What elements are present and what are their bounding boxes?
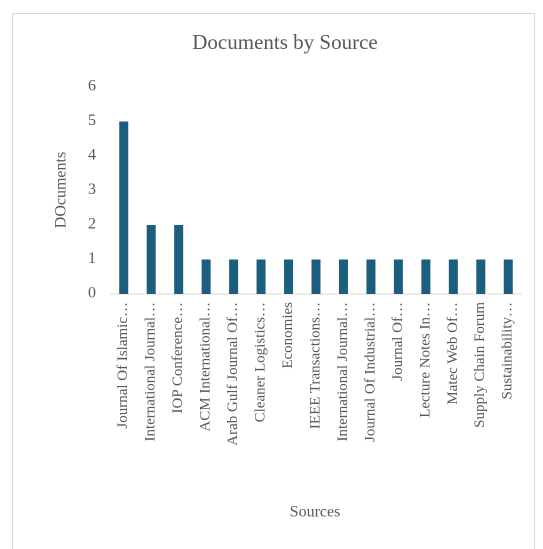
y-tick-label: 0 [88, 285, 96, 302]
bar [146, 225, 156, 294]
bar [119, 121, 129, 294]
bar [366, 259, 376, 294]
x-tick-label: International Journal… [143, 302, 159, 442]
x-axis-label: Sources [290, 504, 341, 521]
bar [338, 259, 348, 294]
x-tick-label: Lecture Notes In… [417, 302, 433, 418]
bar [448, 259, 458, 294]
x-tick-label: International Journal… [335, 302, 351, 442]
x-tick-label: Arab Gulf Journal Of… [225, 302, 241, 446]
x-tick-label: ACM International… [198, 302, 214, 432]
chart-title: Documents by Source [192, 30, 377, 54]
chart-frame [12, 13, 535, 549]
x-tick-label: Journal Of Islamic… [115, 302, 131, 429]
bar [256, 259, 266, 294]
y-tick-label: 3 [88, 181, 96, 198]
y-tick-label: 4 [88, 147, 96, 164]
x-tick-label: Supply Chain Forum [472, 302, 488, 428]
bar [476, 259, 486, 294]
x-tick-label: Matec Web Of… [445, 302, 461, 405]
x-tick-label: Sustainability… [500, 302, 516, 400]
x-tick-label: Journal Of… [390, 302, 406, 381]
x-tick-label: Cleaner Logistics… [253, 302, 269, 422]
y-tick-label: 6 [88, 78, 96, 95]
y-tick-label: 2 [88, 216, 96, 233]
bar [174, 225, 184, 294]
y-tick-label: 5 [88, 112, 96, 129]
x-tick-label: IEEE Transactions… [307, 302, 323, 429]
x-tick-label: IOP Conference… [170, 302, 186, 414]
bar [503, 259, 513, 294]
x-tick-label: Journal Of Industrial… [362, 302, 378, 442]
bar [393, 259, 403, 294]
y-tick-label: 1 [88, 250, 96, 267]
bar [284, 259, 294, 294]
bar [311, 259, 321, 294]
x-tick-label: Economies [280, 302, 296, 369]
y-axis-label: DOcuments [53, 152, 70, 228]
bar [201, 259, 211, 294]
bar [421, 259, 431, 294]
bar [229, 259, 239, 294]
